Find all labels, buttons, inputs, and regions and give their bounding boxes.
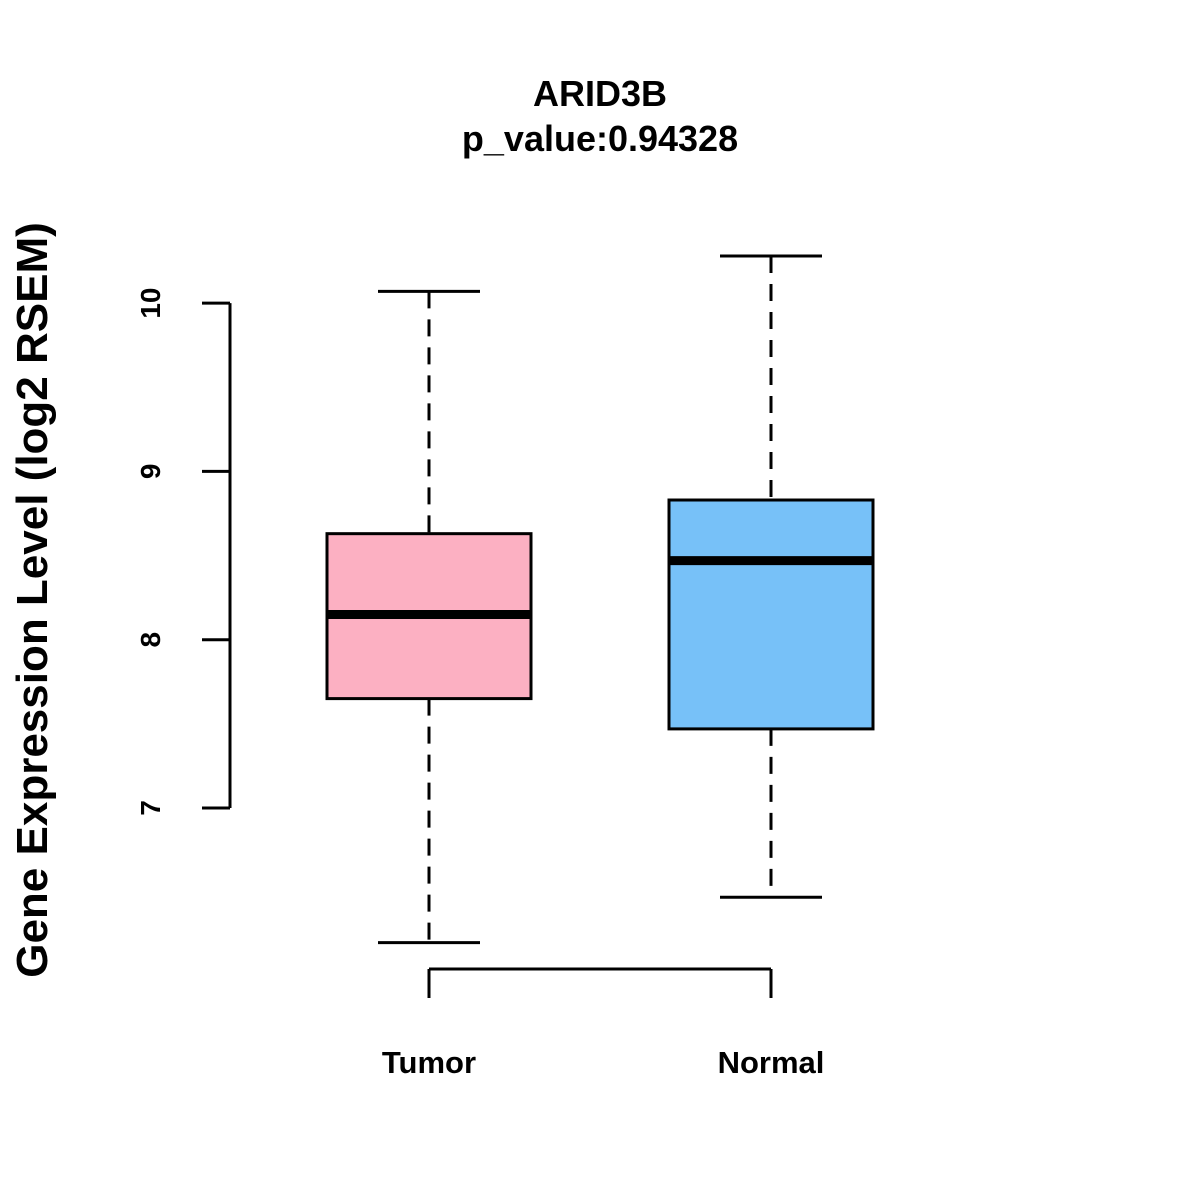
y-tick-label: 9 [135,464,166,480]
boxes [325,254,875,945]
box-normal [667,254,875,899]
chart-subtitle: p_value:0.94328 [462,118,738,159]
box-tumor [325,289,533,945]
x-axis: Tumor Normal [382,967,825,1080]
x-tick-label: Normal [718,1045,825,1080]
y-tick-label: 10 [135,288,166,319]
x-tick-label: Tumor [382,1045,476,1080]
box-iqr [667,498,875,731]
chart-title: ARID3B [533,73,667,114]
y-axis-label: Gene Expression Level (log2 RSEM) [8,222,57,978]
y-tick-label: 8 [135,632,166,648]
y-tick-label: 7 [135,800,166,816]
y-axis: 7 8 9 10 [135,288,232,816]
